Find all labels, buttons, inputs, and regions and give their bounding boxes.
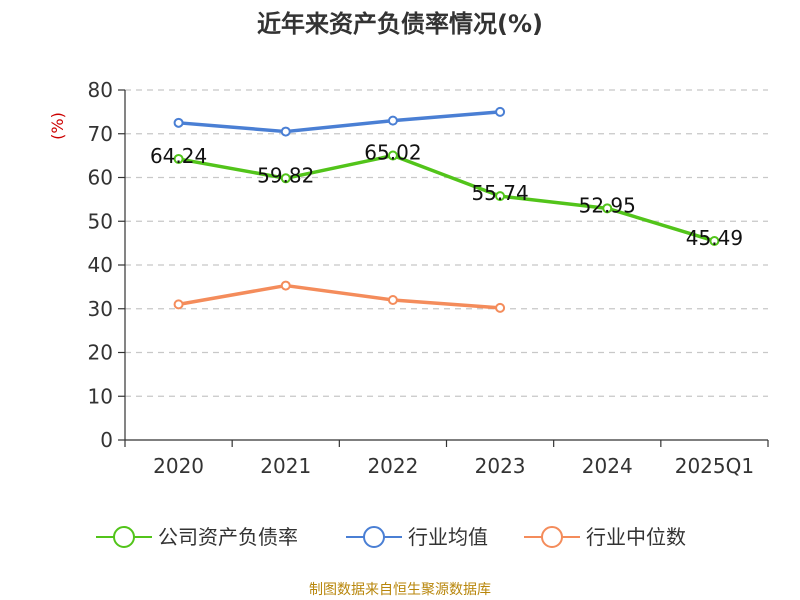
data-labels: 64.24 59.82 65.02 55.74 52.95 45.49 (150, 141, 743, 250)
data-point (709, 235, 720, 246)
data-point (280, 126, 291, 137)
x-axis-tick-labels: 2020 2021 2022 2023 2024 2025Q1 (153, 454, 754, 478)
legend-item-0[interactable]: 公司资产负债率 (96, 525, 298, 549)
axes (118, 89, 769, 447)
data-label: 65.02 (364, 141, 421, 165)
y-axis-tick-labels: 0 10 20 30 40 50 60 70 80 (88, 78, 113, 452)
legend-marker (541, 526, 563, 548)
y-tick-label: 70 (88, 122, 113, 146)
legend-label: 公司资产负债率 (158, 525, 298, 549)
legend: 公司资产负债率 行业均值 行业中位数 (96, 525, 686, 549)
y-tick-label: 10 (88, 384, 113, 408)
data-point (387, 295, 398, 305)
data-label: 59.82 (257, 163, 314, 187)
x-tick-label: 2024 (582, 454, 633, 478)
legend-label: 行业中位数 (586, 525, 686, 549)
y-tick-label: 20 (88, 341, 113, 365)
data-point (280, 173, 291, 184)
legend-item-2[interactable]: 行业中位数 (524, 525, 686, 549)
series-line-1 (178, 110, 501, 134)
series-line-0 (178, 153, 715, 243)
y-tick-label: 30 (88, 297, 113, 321)
y-tick-label: 60 (88, 166, 113, 190)
data-point (495, 302, 506, 313)
y-tick-label: 40 (88, 253, 113, 277)
chart-title: 近年来资产负债率情况(%) (257, 10, 543, 38)
legend-marker (363, 526, 385, 548)
data-point (602, 203, 613, 214)
y-tick-label: 50 (88, 209, 113, 233)
x-tick-label: 2025Q1 (675, 454, 754, 478)
y-tick-label: 0 (100, 428, 113, 452)
x-tick-label: 2021 (260, 454, 311, 478)
data-point (387, 150, 398, 161)
data-label: 64.24 (150, 144, 207, 168)
legend-marker (113, 526, 135, 548)
y-tick-label: 80 (88, 78, 113, 102)
series-line-2 (178, 283, 501, 310)
data-label: 52.95 (579, 193, 636, 217)
data-label: 55.74 (471, 181, 528, 205)
legend-item-1[interactable]: 行业均值 (346, 525, 488, 549)
data-point (495, 106, 506, 117)
series-lines (173, 106, 720, 313)
grid-lines (125, 89, 768, 397)
data-point (173, 117, 184, 128)
data-point (173, 153, 184, 164)
source-note: 制图数据来自恒生聚源数据库 (309, 582, 491, 598)
x-tick-label: 2022 (367, 454, 418, 478)
x-tick-label: 2020 (153, 454, 204, 478)
y-axis-unit-label: (%) (48, 112, 67, 140)
data-point (495, 191, 506, 202)
legend-label: 行业均值 (408, 525, 488, 549)
x-tick-label: 2023 (475, 454, 526, 478)
data-point (387, 115, 398, 126)
data-point (280, 280, 291, 291)
data-label: 45.49 (686, 226, 743, 250)
data-point (173, 299, 184, 310)
